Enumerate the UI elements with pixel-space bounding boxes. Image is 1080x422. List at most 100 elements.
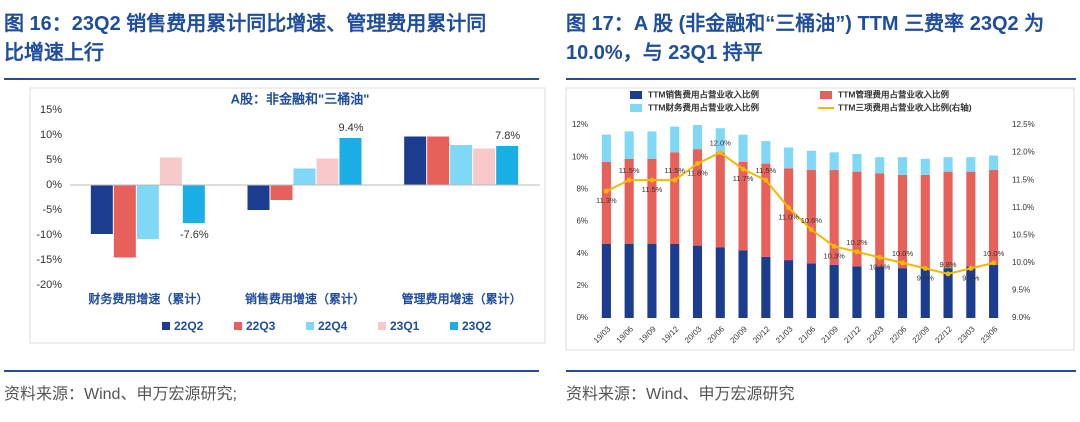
bar-segment: [989, 155, 999, 171]
x-tick-label: 财务费用增速（累计）: [87, 291, 208, 306]
legend-swatch: [162, 322, 170, 330]
bar-segment: [875, 266, 885, 318]
line-point: [922, 265, 928, 271]
bar-segment: [875, 157, 885, 174]
bar-segment: [943, 171, 953, 269]
legend-label: 22Q4: [318, 319, 348, 333]
line-point: [717, 150, 723, 156]
figure-title: 图 16：23Q2 销售费用累计同比增速、管理费用累计同比增速上行: [4, 13, 487, 64]
bar-segment: [624, 244, 634, 318]
value-label: 9.4%: [338, 122, 363, 134]
bar: [404, 136, 427, 185]
figure-title: 图 17：A 股 (非金融和“三桶油”) TTM 三费率 23Q2 为 10.0…: [566, 13, 1045, 64]
value-label: 11.8%: [687, 169, 708, 178]
value-label: 10.1%: [869, 262, 891, 271]
bar: [293, 168, 316, 185]
bar-segment: [624, 158, 634, 245]
bar-segment: [966, 171, 976, 267]
value-label: 11.5%: [664, 166, 685, 175]
y-tick-label: -15%: [36, 254, 62, 266]
y2-tick-label: 9.5%: [1012, 286, 1030, 295]
bar-segment: [692, 149, 703, 246]
bar-segment: [647, 131, 657, 159]
legend-swatch: [234, 322, 242, 330]
bar-segment: [738, 134, 748, 162]
bar-segment: [989, 264, 999, 318]
line-point: [786, 205, 792, 211]
y2-tick-label: 11.0%: [1012, 203, 1034, 212]
bar-segment: [943, 157, 953, 172]
source: 资料来源：Wind、申万宏源研究: [566, 386, 795, 403]
bar-segment: [806, 263, 816, 318]
bar-segment: [784, 168, 794, 261]
y-tick-label: 10%: [40, 129, 62, 141]
x-tick-label: 22/03: [865, 324, 886, 345]
y-tick-label: 15%: [40, 104, 62, 116]
bar-segment: [647, 158, 657, 245]
line-point: [808, 227, 814, 233]
bar: [339, 138, 362, 185]
bar: [136, 185, 159, 239]
value-label: 7.8%: [495, 130, 520, 142]
bar-segment: [715, 128, 725, 153]
value-label: 11.0%: [778, 213, 799, 222]
y-tick-label: 0%: [576, 313, 588, 322]
chart-title: A股：非金融和"三桶油": [231, 91, 370, 106]
bar-segment: [761, 256, 771, 318]
y-tick-label: 12%: [572, 120, 588, 129]
x-tick-label: 20/12: [751, 324, 772, 345]
y2-tick-label: 10.0%: [1012, 258, 1035, 267]
line: [605, 151, 994, 275]
x-tick-label: 21/06: [797, 324, 818, 345]
bar-segment: [989, 170, 999, 265]
bar-segment: [829, 170, 839, 265]
x-tick-label: 19/12: [660, 324, 681, 345]
y-tick-label: 8%: [576, 184, 588, 193]
bar-segment: [715, 247, 725, 318]
bar-segment: [601, 134, 611, 162]
line-point: [672, 177, 678, 183]
line-point: [626, 177, 632, 183]
y2-tick-label: 11.5%: [1012, 175, 1034, 184]
value-label: 9.8%: [940, 260, 957, 269]
bar-segment: [738, 250, 748, 318]
legend-label: 23Q1: [390, 319, 420, 333]
chart-frame: [565, 87, 1075, 351]
chart-frame: [29, 87, 546, 344]
bar-segment: [852, 171, 862, 267]
legend-swatch: [630, 104, 642, 112]
line-point: [991, 260, 997, 266]
y2-tick-label: 9.0%: [1012, 313, 1030, 322]
bar-segment: [897, 157, 908, 175]
bar-segment: [624, 131, 634, 159]
bar-segment: [829, 152, 839, 171]
bar-segment: [920, 174, 930, 269]
x-tick-label: 20/03: [683, 324, 704, 345]
line-point: [854, 249, 860, 255]
bar: [450, 145, 473, 185]
value-label: 10.2%: [846, 238, 868, 247]
x-tick-label: 22/09: [911, 324, 932, 345]
x-tick-label: 19/03: [592, 324, 613, 345]
bar-segment: [670, 152, 680, 245]
value-label: 11.3%: [596, 196, 617, 205]
line-point: [763, 177, 769, 183]
bar: [316, 158, 339, 185]
bar-segment: [761, 141, 771, 164]
bar: [90, 185, 113, 234]
bar-segment: [806, 170, 816, 264]
bar: [473, 148, 496, 185]
bar: [182, 185, 205, 223]
legend-label: 22Q3: [246, 319, 276, 333]
y2-tick-label: 12.0%: [1012, 148, 1035, 157]
y-tick-label: -5%: [42, 204, 62, 216]
bar-segment: [920, 268, 930, 318]
y-tick-label: -10%: [36, 229, 62, 241]
y-tick-label: 4%: [576, 249, 588, 258]
bar-segment: [738, 161, 748, 251]
line-point: [831, 243, 837, 249]
legend-swatch: [450, 322, 458, 330]
bar-segment: [784, 147, 794, 169]
value-label: 11.5%: [642, 185, 663, 194]
